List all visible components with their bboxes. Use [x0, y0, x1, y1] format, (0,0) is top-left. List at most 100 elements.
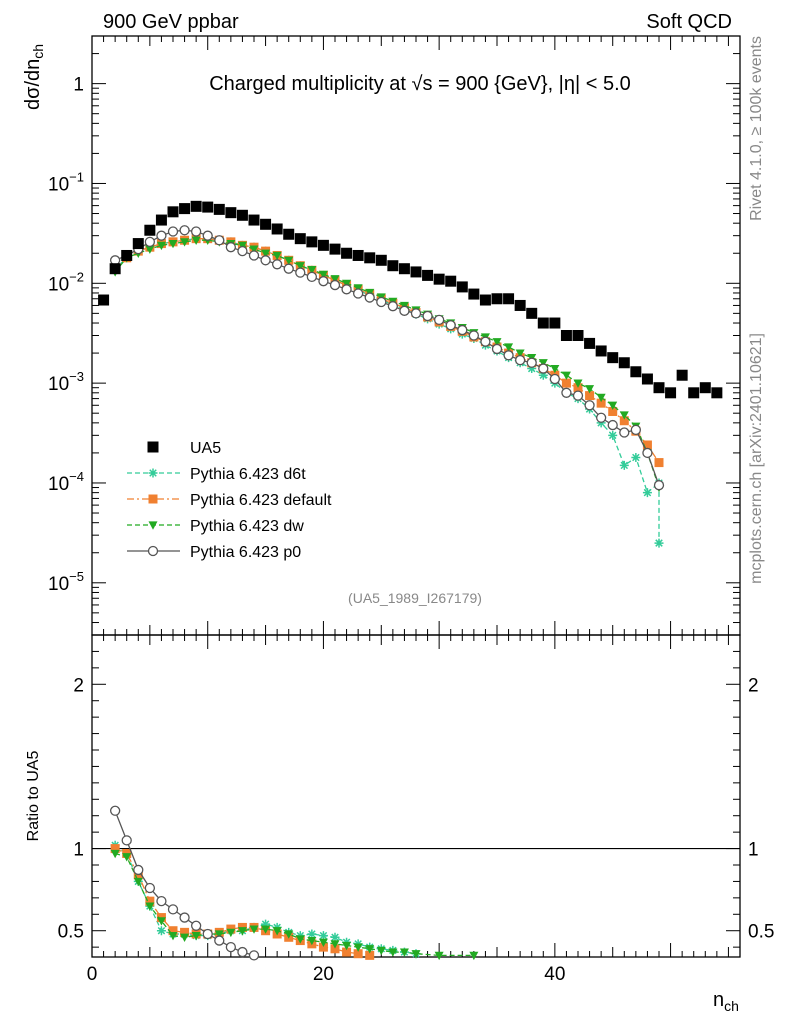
data-point	[608, 430, 618, 440]
ratio-plot-frame	[91, 634, 741, 958]
data-point	[249, 245, 259, 254]
y-axis-label-ratio: Ratio to UA5	[25, 751, 42, 842]
data-point	[665, 387, 677, 399]
data-point	[654, 538, 664, 548]
ratio-point	[376, 946, 386, 956]
data-point	[422, 310, 433, 322]
legend-item-pythia-6-423-default: Pythia 6.423 default	[127, 492, 332, 509]
ratio-point	[202, 928, 213, 940]
data-point	[272, 251, 282, 261]
data-point	[549, 373, 561, 385]
ratio-axis-ticks: 0.5 0.51 12 20 20 40	[58, 635, 774, 985]
ratio-point	[318, 938, 328, 947]
data-point	[572, 330, 584, 341]
y-tick-base: 10	[48, 474, 69, 495]
data-point	[342, 279, 352, 289]
data-point	[132, 238, 144, 250]
data-point	[630, 424, 642, 436]
data-point	[330, 275, 340, 284]
data-point	[376, 296, 387, 308]
ratio-point	[237, 946, 248, 958]
data-point	[514, 299, 526, 311]
data-point	[573, 379, 583, 388]
data-point	[608, 401, 618, 411]
data-point	[121, 249, 133, 261]
data-point	[271, 223, 283, 235]
legend-item-pythia-6-423-dw: Pythia 6.423 dw	[127, 518, 304, 535]
data-point	[503, 350, 514, 361]
ratio-point	[307, 936, 317, 946]
data-point	[585, 391, 595, 401]
ratio-point	[122, 853, 132, 862]
data-point	[585, 385, 595, 394]
ratio-point	[342, 947, 352, 957]
series-ua5	[98, 200, 723, 399]
data-point	[144, 224, 156, 236]
ratio-point	[318, 931, 328, 941]
ratio-point	[365, 945, 375, 954]
ratio-point	[167, 904, 179, 915]
y-tick-base: 10	[48, 374, 69, 395]
ratio-point	[469, 951, 479, 961]
data-point	[387, 301, 399, 312]
ratio-point	[180, 927, 190, 937]
data-point	[526, 307, 538, 319]
data-point	[631, 452, 641, 462]
data-point	[294, 233, 306, 245]
main-axis-ticks: 110−110−210−310−410−5	[48, 35, 740, 636]
ratio-point	[110, 849, 120, 859]
ratio-point	[156, 917, 166, 926]
data-point	[445, 275, 457, 287]
data-point	[468, 288, 480, 300]
data-point	[619, 411, 629, 420]
data-point	[155, 214, 167, 226]
x-axis-label: nch	[713, 989, 739, 1014]
ratio-point	[179, 912, 190, 923]
ratio-point	[156, 895, 167, 907]
data-point	[190, 200, 202, 212]
header-right: Soft QCD	[646, 11, 732, 33]
data-point	[596, 393, 606, 403]
data-point	[225, 207, 237, 219]
data-point	[641, 373, 653, 385]
data-point	[144, 236, 156, 248]
data-point	[214, 235, 225, 246]
data-point	[109, 263, 121, 275]
data-point	[399, 305, 410, 316]
y-tick-exponent: −5	[69, 569, 84, 584]
legend-label: Pythia 6.423 default	[190, 492, 332, 509]
data-point	[549, 317, 561, 329]
ratio-point	[330, 944, 340, 954]
data-point	[561, 387, 572, 398]
data-point	[202, 201, 214, 213]
data-point	[619, 427, 630, 438]
y-tick-exponent: −3	[69, 369, 84, 384]
x-tick-label: 40	[544, 964, 565, 985]
data-point	[284, 256, 294, 266]
ratio-point	[168, 932, 178, 941]
data-point	[156, 241, 166, 251]
data-point	[261, 249, 271, 258]
data-point	[480, 336, 491, 347]
data-point	[676, 369, 688, 381]
ratio-point	[214, 935, 225, 946]
ratio-point	[190, 920, 202, 931]
data-point	[433, 314, 445, 326]
data-point	[341, 247, 353, 259]
data-point	[491, 293, 503, 305]
ratio-series	[109, 805, 479, 961]
ratio-point	[226, 928, 236, 938]
ratio-point	[133, 877, 143, 887]
data-point	[295, 262, 305, 271]
data-point	[179, 225, 190, 236]
data-point	[398, 263, 410, 275]
legend-label: Pythia 6.423 p0	[190, 544, 301, 561]
data-point	[504, 343, 514, 352]
data-point	[491, 343, 503, 355]
ratio-point	[434, 951, 444, 961]
y-tick-exponent: −1	[69, 169, 84, 184]
legend-marker	[148, 468, 158, 478]
data-point	[457, 324, 468, 336]
ratio-point	[388, 948, 398, 957]
